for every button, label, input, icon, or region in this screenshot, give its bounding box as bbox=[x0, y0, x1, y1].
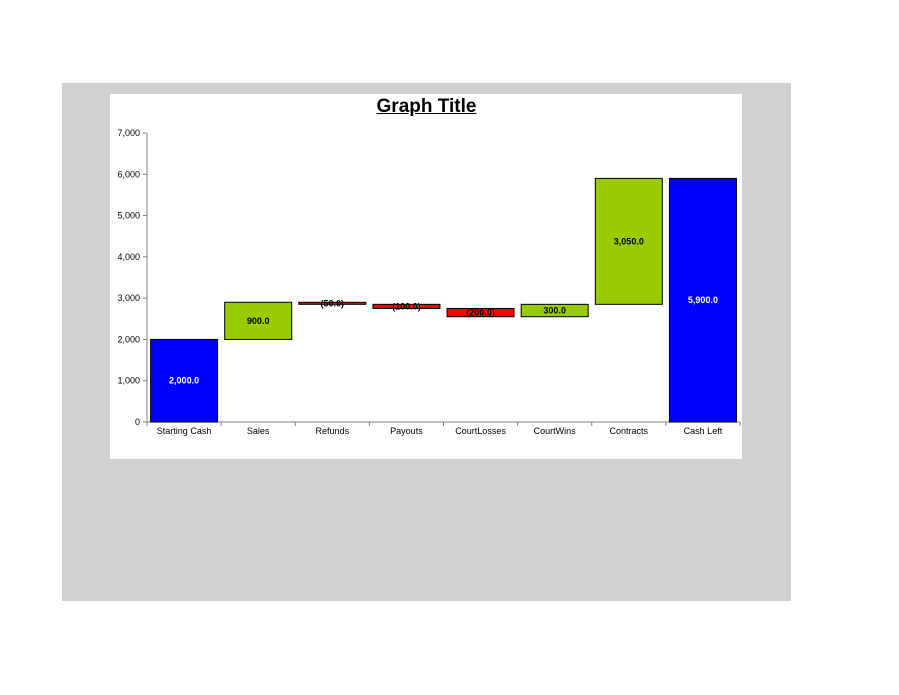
data-label: (100.0) bbox=[392, 301, 421, 311]
y-tick-label: 2,000 bbox=[117, 334, 140, 344]
x-tick-label: Contracts bbox=[610, 426, 649, 436]
y-tick-label: 4,000 bbox=[117, 252, 140, 262]
data-label: (200.0) bbox=[466, 308, 495, 318]
x-tick-label: CourtLosses bbox=[455, 426, 506, 436]
chart-title: Graph Title bbox=[376, 96, 477, 117]
bar-cash-left[interactable] bbox=[668, 177, 737, 423]
bar-starting-cash[interactable] bbox=[150, 338, 219, 423]
y-tick-label: 6,000 bbox=[117, 169, 140, 179]
x-tick-label: Cash Left bbox=[684, 426, 723, 436]
data-label: 900.0 bbox=[247, 316, 270, 326]
bar-contracts[interactable] bbox=[594, 177, 663, 305]
bar-refunds[interactable] bbox=[298, 301, 367, 305]
y-tick-label: 7,000 bbox=[117, 128, 140, 138]
bars bbox=[150, 177, 737, 423]
data-label: 2,000.0 bbox=[169, 376, 199, 386]
x-tick-label: Payouts bbox=[390, 426, 423, 436]
x-tick-label: Sales bbox=[247, 426, 270, 436]
y-tick-label: 3,000 bbox=[117, 293, 140, 303]
bar-sales[interactable] bbox=[224, 301, 293, 340]
axes: 0 1,000 2,000 3,000 4,000 5,000 6,000 7,000 Star… bbox=[117, 128, 741, 436]
y-tick-label: 5,000 bbox=[117, 211, 140, 221]
data-label: (50.0) bbox=[321, 298, 345, 308]
bar-courtlosses[interactable] bbox=[446, 307, 515, 318]
data-labels: 2,000.0 900.0 (50.0) (100.0) (200.0) 300.0 3,0… bbox=[169, 236, 718, 385]
data-label: 300.0 bbox=[543, 306, 566, 316]
data-label: 5,900.0 bbox=[688, 295, 718, 305]
bar-payouts[interactable] bbox=[372, 303, 441, 309]
y-tick-label: 1,000 bbox=[117, 376, 140, 386]
y-tick-label: 0 bbox=[135, 417, 140, 427]
bar-courtwins[interactable] bbox=[520, 303, 589, 318]
x-tick-label: CourtWins bbox=[534, 426, 577, 436]
x-tick-label: Refunds bbox=[316, 426, 350, 436]
x-tick-label: Starting Cash bbox=[157, 426, 212, 436]
data-label: 3,050.0 bbox=[614, 236, 644, 246]
